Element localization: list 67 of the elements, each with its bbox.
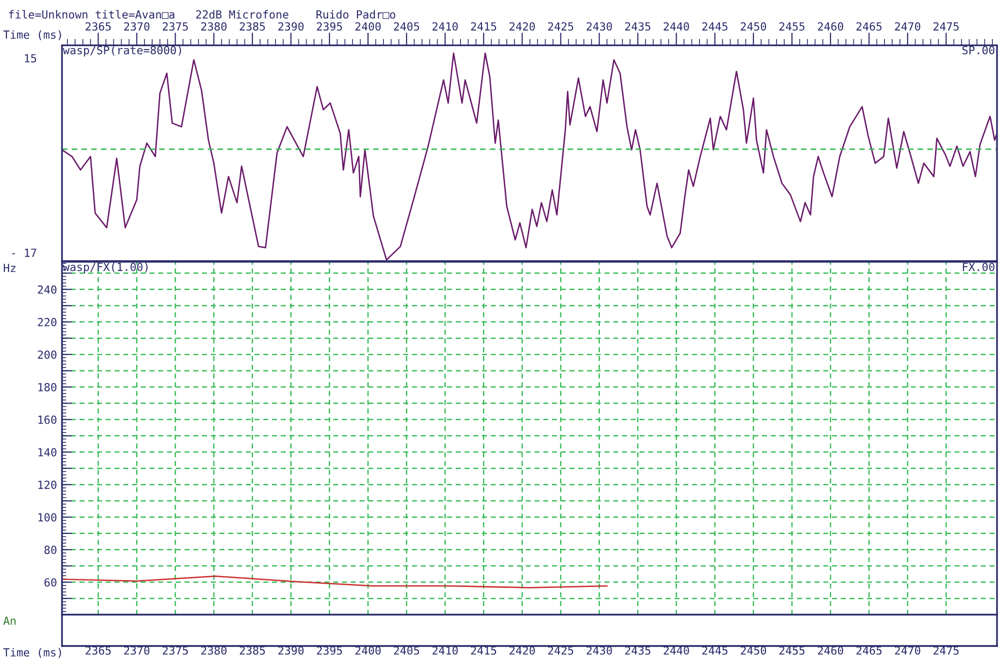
x-tick-label: 2420 — [510, 646, 535, 655]
y-tick-label: 120 — [38, 480, 56, 489]
y-tick-label: 220 — [38, 318, 56, 326]
x-tick-label: 2460 — [818, 646, 844, 655]
x-tick-label: 2385 — [240, 646, 265, 655]
y-tick-label: 160 — [38, 416, 56, 424]
x-tick-label: 2440 — [664, 646, 689, 655]
chart-title: file=Unknown title=Avan□a 22dB Microfone Ruido Padr□o — [9, 10, 396, 19]
x2-tick-label: 2420 — [510, 22, 535, 31]
y-tick-label: 60 — [44, 578, 56, 587]
x2-tick-label: 2375 — [162, 22, 188, 31]
text: An — [3, 616, 16, 625]
y-tick-label: 200 — [38, 350, 56, 359]
annotation: FX.00 — [962, 262, 994, 272]
x2-tick-label: 2385 — [240, 22, 265, 31]
x2-tick-label: 2440 — [664, 22, 689, 31]
y-tick-label: 100 — [38, 513, 56, 522]
x-tick-label: 2380 — [201, 646, 227, 655]
x2-tick-label: 2405 — [394, 22, 420, 31]
x2-tick-label: 2365 — [86, 22, 111, 31]
x-tick-label: 2435 — [625, 646, 650, 655]
x-tick-label: 2425 — [548, 646, 574, 655]
x-tick-label: 2400 — [355, 646, 381, 655]
x2-tick-label: 2450 — [740, 22, 766, 31]
x2-tick-label: 2410 — [432, 22, 458, 31]
x-tick-label: 2470 — [895, 646, 920, 655]
x-tick-label: 2410 — [432, 646, 458, 655]
x-tick-label: 2415 — [471, 646, 496, 655]
x-axis-title: Time (ms) — [3, 648, 61, 658]
y-tick-label: 80 — [44, 546, 56, 554]
x-tick-label: 2375 — [162, 646, 188, 655]
x-tick-label: 2475 — [934, 646, 959, 655]
x2-axis-title: Time (ms) — [3, 30, 61, 40]
x2-tick-label: 2475 — [934, 22, 959, 31]
x-tick-label: 2445 — [702, 646, 728, 655]
x2-tick-label: 2445 — [702, 22, 728, 31]
annotation: wasp/FX(1.00) — [62, 262, 148, 274]
x2-tick-label: 2470 — [895, 22, 920, 31]
x2-tick-label: 2400 — [355, 22, 381, 31]
y-axis-title: Hz — [4, 264, 16, 272]
x2-tick-label: 2395 — [316, 22, 342, 31]
x-tick-label: 2450 — [740, 646, 766, 655]
y-tick-label: - 17 — [12, 248, 36, 257]
x-tick-label: 2405 — [394, 646, 420, 655]
x2-tick-label: 2390 — [278, 22, 304, 31]
x-tick-label: 2430 — [586, 646, 612, 655]
y-tick-label: 140 — [38, 448, 56, 456]
x2-tick-label: 2465 — [856, 22, 882, 31]
annotation: wasp/SP(rate=8000) — [62, 46, 182, 57]
annotation: SP.00 — [962, 46, 994, 54]
x-tick-label: 2365 — [86, 646, 111, 655]
x2-tick-label: 2425 — [548, 22, 574, 31]
y-tick-label: 180 — [38, 382, 56, 392]
x2-tick-label: 2435 — [625, 22, 650, 31]
y-tick-label: 15 — [24, 54, 36, 62]
x2-tick-label: 2430 — [586, 22, 612, 31]
x2-tick-label: 2455 — [779, 22, 804, 31]
x-tick-label: 2370 — [124, 646, 150, 655]
x-tick-label: 2465 — [856, 646, 882, 655]
y-tick-label: 240 — [38, 285, 56, 294]
x-tick-label: 2455 — [779, 646, 804, 655]
x-tick-label: 2390 — [278, 646, 304, 655]
x2-tick-label: 2460 — [818, 22, 844, 31]
x-tick-label: 2395 — [316, 646, 342, 655]
x2-tick-label: 2370 — [124, 22, 150, 31]
x2-tick-label: 2380 — [201, 22, 227, 31]
x2-tick-label: 2415 — [471, 22, 496, 31]
